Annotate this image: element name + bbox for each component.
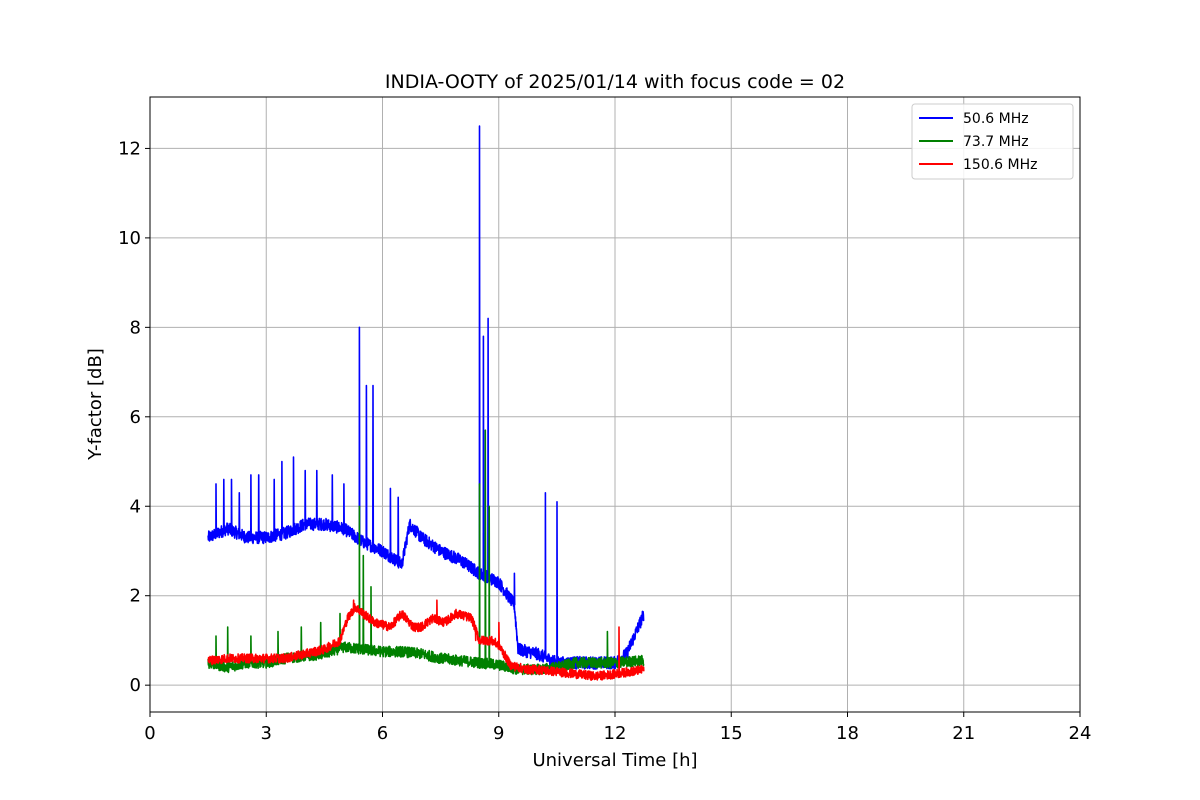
y-axis-label: Y-factor [dB] [85,348,106,461]
y-tick-label: 2 [130,586,141,607]
x-tick-label: 24 [1069,723,1092,744]
x-tick-label: 18 [836,723,859,744]
legend-entry-label: 50.6 MHz [963,111,1029,127]
x-tick-label: 9 [493,723,504,744]
series-layer [207,125,645,681]
legend: 50.6 MHz 73.7 MHz 150.6 MHz [911,103,1074,180]
y-tick-label: 12 [118,138,141,159]
x-axis-label: Universal Time [h] [532,750,697,771]
legend-box [911,103,1074,180]
x-tick-label: 3 [261,723,272,744]
x-tick-label: 0 [144,723,155,744]
legend-entry-label: 150.6 MHz [963,157,1037,173]
y-tick-label: 4 [130,496,141,517]
series-line-2 [207,599,645,681]
x-tick-label: 21 [952,723,975,744]
series-line-1 [207,429,645,676]
y-tick-label: 6 [130,407,141,428]
y-tick-label: 8 [130,317,141,338]
y-tick-label: 10 [118,228,141,249]
x-tick-label: 12 [604,723,627,744]
x-tick-label: 6 [377,723,388,744]
legend-entry-label: 73.7 MHz [963,134,1029,150]
chart-title: INDIA-OOTY of 2025/01/14 with focus code… [385,71,845,93]
y-tick-label: 0 [130,675,141,696]
x-tick-label: 15 [720,723,743,744]
